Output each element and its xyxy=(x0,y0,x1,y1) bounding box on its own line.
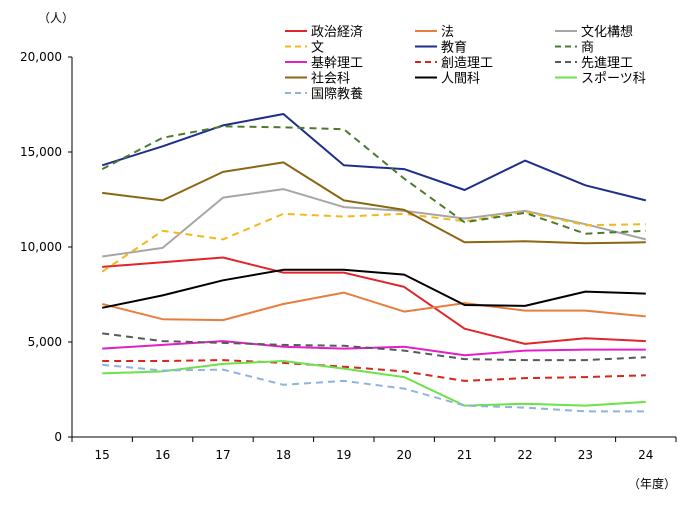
legend-label: 社会科 xyxy=(311,71,350,87)
series-line-6 xyxy=(101,125,646,235)
series-line-12 xyxy=(102,360,646,407)
x-tick-label: 22 xyxy=(517,448,532,462)
legend-label: 商 xyxy=(581,41,594,56)
legend-label: 基幹理工 xyxy=(311,55,363,71)
series-line-4 xyxy=(101,210,646,273)
series-line-2 xyxy=(101,291,646,322)
x-tick-label: 24 xyxy=(638,448,653,462)
legend-label: 文 xyxy=(311,41,324,56)
series-line-13 xyxy=(102,363,646,413)
series-line-10 xyxy=(102,161,646,245)
x-tick-label: 15 xyxy=(95,448,110,462)
x-tick-label: 21 xyxy=(457,448,472,462)
y-tick-label: 20,000 xyxy=(20,50,62,64)
x-tick-label: 17 xyxy=(215,448,230,462)
y-tick-label: 5,000 xyxy=(28,335,62,349)
legend-label: 教育 xyxy=(441,40,467,56)
legend-label: 政治経済 xyxy=(311,24,363,40)
x-tick-label: 20 xyxy=(397,448,412,462)
legend-label: 人間科 xyxy=(441,72,480,87)
series-line-1 xyxy=(102,256,646,345)
x-tick-label: 16 xyxy=(155,448,170,462)
legend-label: スポーツ科 xyxy=(581,72,646,87)
legend-label: 法 xyxy=(441,25,454,40)
series-line-8 xyxy=(102,359,646,382)
y-tick-label: 10,000 xyxy=(20,240,62,254)
legend-label: 文化構想 xyxy=(581,24,633,40)
y-tick-label: 0 xyxy=(54,430,62,444)
x-tick-label: 23 xyxy=(578,448,593,462)
x-tick-label: 18 xyxy=(276,448,291,462)
legend-label: 先進理工 xyxy=(581,56,633,71)
series-line-5 xyxy=(101,113,647,202)
legend-label: 創造理工 xyxy=(441,56,493,71)
y-tick-label: 15,000 xyxy=(20,145,62,159)
series-line-3 xyxy=(102,188,647,258)
series-layer xyxy=(101,113,647,413)
y-axis-unit: （人） xyxy=(38,11,74,25)
axes: 0 5,000 10,000 15,000 20,000 15 16 17 18 19 20 21 22… xyxy=(20,50,677,462)
series-line-7 xyxy=(102,340,646,357)
legend-label: 国際教養 xyxy=(311,86,363,102)
x-axis-unit: （年度） xyxy=(628,476,676,491)
series-line-11 xyxy=(101,268,646,309)
x-tick-label: 19 xyxy=(336,448,351,462)
